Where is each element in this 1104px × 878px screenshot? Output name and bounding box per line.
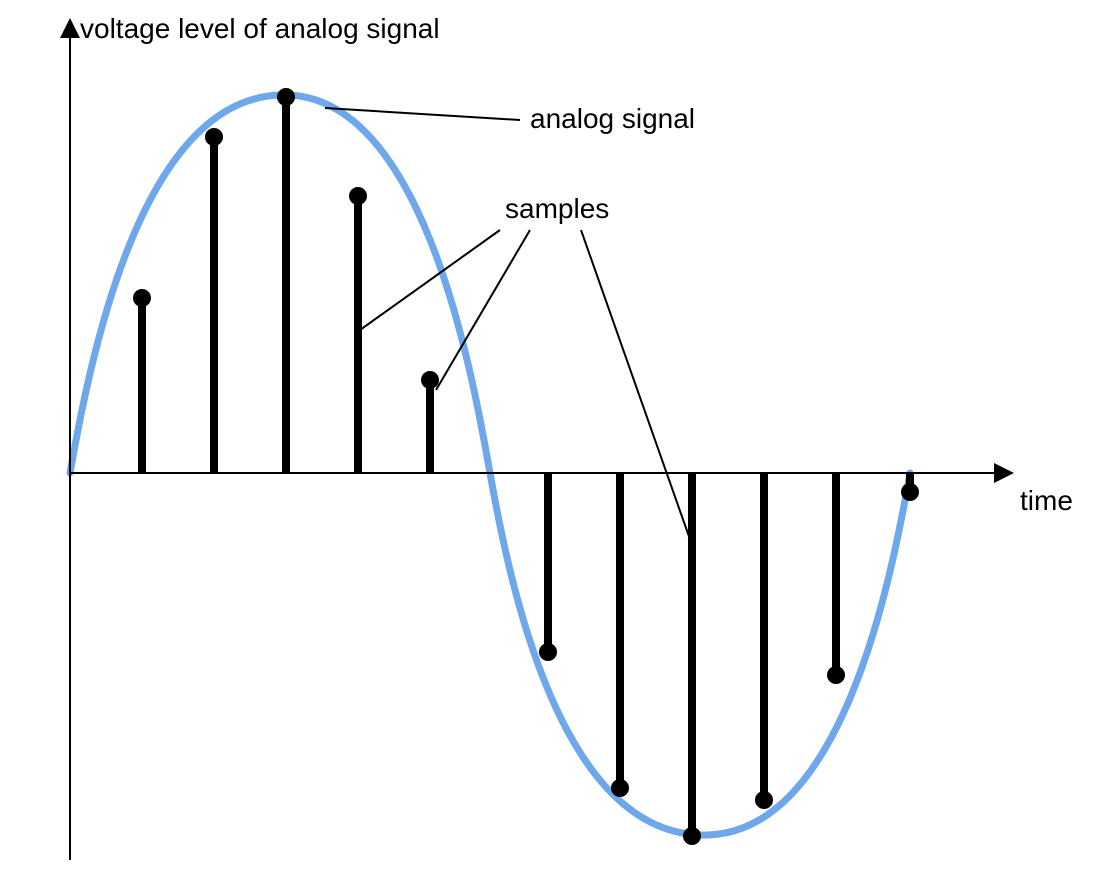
samples-label: samples: [505, 193, 609, 224]
sample-dot: [349, 187, 367, 205]
sample-dot: [205, 128, 223, 146]
sample-dot: [277, 88, 295, 106]
sine-curve: [70, 95, 910, 835]
x-axis-label: time: [1020, 485, 1073, 516]
callout-lines: [325, 108, 692, 545]
sampling-diagram: voltage level of analog signal time analog…: [0, 0, 1104, 878]
y-axis-label: voltage level of analog signal: [80, 13, 440, 44]
sample-dot: [539, 643, 557, 661]
callout-line: [436, 230, 530, 390]
diagram-container: voltage level of analog signal time analog…: [0, 0, 1104, 878]
analog-signal-label: analog signal: [530, 103, 695, 134]
labels-group: voltage level of analog signal time analog…: [80, 13, 1073, 516]
sample-dot: [755, 791, 773, 809]
sample-dot: [827, 666, 845, 684]
sample-dot: [901, 483, 919, 501]
sample-dot: [683, 827, 701, 845]
sample-dot: [421, 371, 439, 389]
callout-line: [581, 230, 692, 545]
sample-dot: [611, 779, 629, 797]
sample-dot: [133, 289, 151, 307]
